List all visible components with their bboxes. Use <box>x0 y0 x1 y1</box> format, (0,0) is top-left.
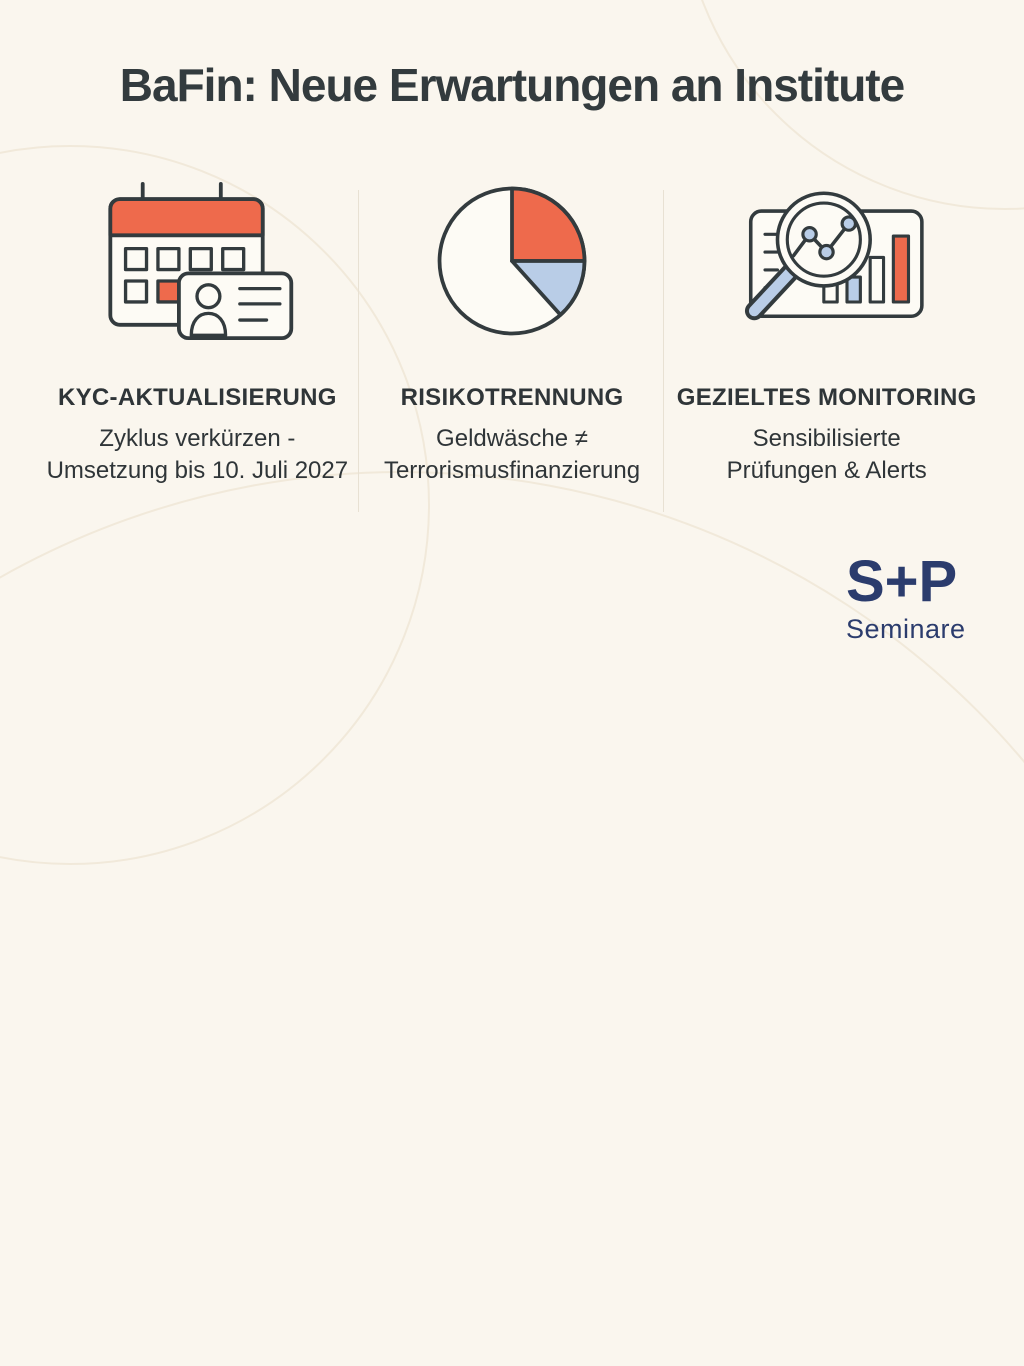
pie-slice-red <box>510 186 587 263</box>
sp-seminare-logo: S+P Seminare <box>846 552 966 645</box>
logo-main-text: S+P <box>846 549 958 614</box>
id-card-person-body <box>189 311 228 337</box>
column-body-line1: Geldwäsche ≠ <box>436 425 588 452</box>
calendar-day <box>188 246 214 272</box>
column-body-line2: Umsetzung bis 10. Juli 2027 <box>46 457 349 484</box>
column-body-line2: Terrorismusfinanzierung <box>383 457 641 484</box>
page-title: BaFin: Neue Erwartungen an Institute <box>119 59 905 111</box>
columns-container: KYC-AKTUALISIERUNG Zyklus verkürzen - Um… <box>40 0 984 683</box>
trend-dot <box>818 243 835 261</box>
pie-chart-svg <box>437 186 587 336</box>
column-body: Zyklus verkürzen - Umsetzung bis 10. Jul… <box>47 423 349 487</box>
calendar-day <box>156 246 181 272</box>
pie-slice-blue <box>510 259 587 317</box>
bar-3 <box>868 255 886 304</box>
calendar-id-card-svg <box>108 181 294 341</box>
column-body-line1: Zyklus verkürzen - <box>99 425 296 452</box>
calendar-day <box>124 279 149 304</box>
column-body: Sensibilisierte Prüfungen & Alerts <box>727 423 927 487</box>
column-body-line1: Sensibilisierte <box>752 425 901 452</box>
calendar-id-card-icon <box>97 172 297 350</box>
calendar-day <box>124 246 149 272</box>
trend-line <box>791 221 851 258</box>
calendar-header <box>108 197 265 238</box>
column-kyc: KYC-AKTUALISIERUNG Zyklus verkürzen - Um… <box>40 0 355 683</box>
calendar-day <box>221 246 246 272</box>
magnifier-lens-outer <box>775 191 873 288</box>
column-divider-right <box>663 190 664 512</box>
column-body: Geldwäsche ≠ Terrorismusfinanzierung <box>384 423 640 487</box>
column-divider-left <box>358 190 359 512</box>
column-heading: KYC-AKTUALISIERUNG <box>57 384 337 411</box>
column-risikotrennung: RISIKOTRENNUNG Geldwäsche ≠ Terrorismusf… <box>355 0 670 683</box>
magnifier-analytics-icon <box>724 172 929 350</box>
bar-2 <box>845 275 863 304</box>
logo-sub-text: Seminare <box>846 614 966 644</box>
bar-4 <box>891 234 911 304</box>
pie-chart-icon <box>432 172 592 350</box>
column-monitoring: GEZIELTES MONITORING Sensibilisierte Prü… <box>669 0 984 683</box>
trend-dot <box>801 226 818 243</box>
trend-dot <box>840 215 858 232</box>
calendar-day-highlighted <box>156 279 181 304</box>
magnifier-lens-inner <box>785 201 863 278</box>
column-heading: RISIKOTRENNUNG <box>400 384 624 411</box>
magnifier-handle <box>749 267 796 317</box>
magnifier-analytics-svg <box>745 191 924 321</box>
column-heading: GEZIELTES MONITORING <box>676 384 977 411</box>
id-card-person-head <box>195 283 222 310</box>
column-body-line2: Prüfungen & Alerts <box>726 457 927 484</box>
